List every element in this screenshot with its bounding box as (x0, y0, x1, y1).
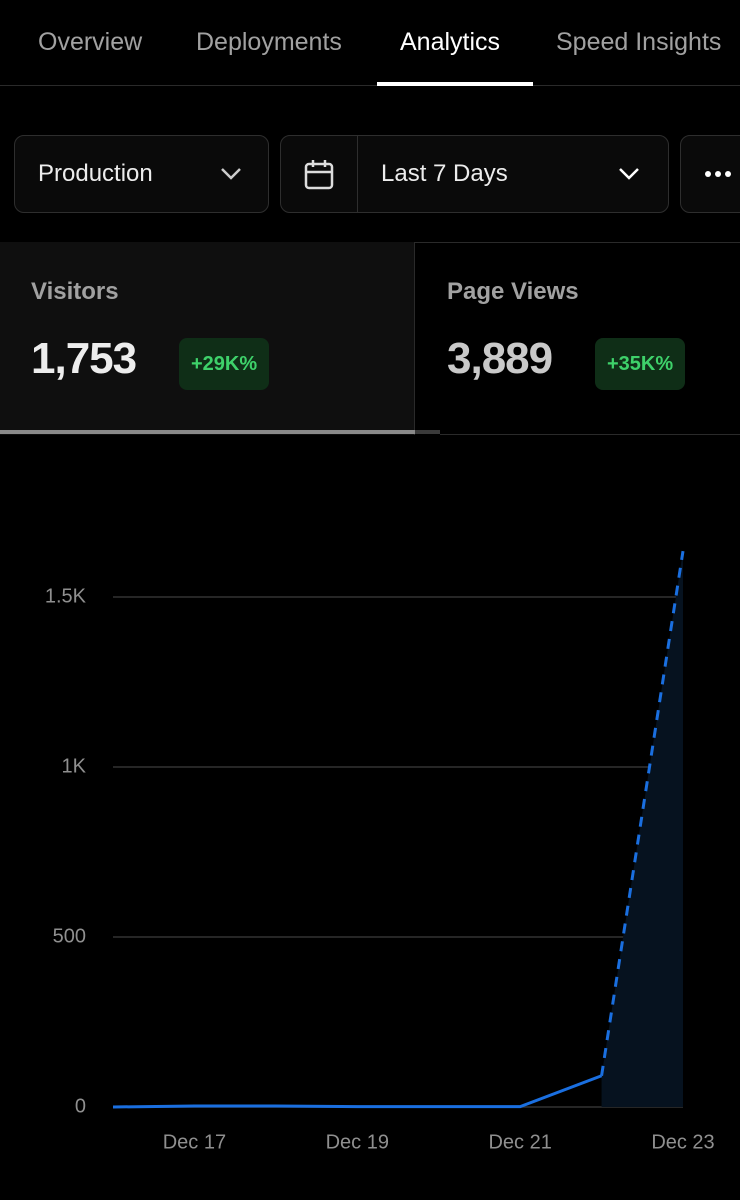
stat-value: 3,889 (447, 334, 553, 383)
stat-card[interactable]: Visitors 1,753 +29K% (0, 242, 415, 435)
tab-indicator (377, 82, 533, 86)
stat-label: Visitors (31, 278, 119, 305)
active-indicator (415, 430, 440, 434)
tab[interactable]: Overview (38, 28, 143, 56)
more-button[interactable] (680, 135, 740, 213)
tab-bar (0, 0, 740, 86)
area (601, 551, 683, 1107)
dots-icon (705, 171, 731, 177)
y-tick-label: 500 (53, 925, 86, 947)
stat-card[interactable]: Page Views 3,889 +35K% (416, 242, 740, 435)
x-tick-label: Dec 21 (488, 1131, 551, 1153)
y-tick-label: 0 (75, 1095, 86, 1117)
y-tick-label: 1.5K (45, 585, 87, 607)
line (112, 1074, 603, 1109)
x-tick-label: Dec 17 (163, 1131, 226, 1153)
tab[interactable]: Deployments (196, 28, 342, 56)
calendar-icon (304, 160, 334, 190)
x-tick-label: Dec 23 (651, 1131, 714, 1153)
stat-change: +35K% (595, 338, 686, 390)
divider (440, 434, 740, 435)
environment-select[interactable]: Production (14, 135, 269, 213)
stat-label: Page Views (447, 278, 579, 305)
y-tick-label: 1K (62, 755, 87, 777)
chevron-icon (619, 168, 639, 180)
x-tick-label: Dec 19 (326, 1131, 389, 1153)
active-indicator (0, 430, 415, 434)
select-text: Last 7 Days (381, 160, 508, 187)
range-select[interactable]: Last 7 Days (280, 135, 669, 213)
tab[interactable]: Speed Insights (556, 28, 722, 56)
chevron-icon (221, 168, 241, 180)
select-text: Production (38, 160, 153, 187)
tab[interactable]: Analytics (400, 28, 501, 56)
divider (357, 136, 358, 212)
stat-value: 1,753 (31, 334, 137, 383)
stat-change: +29K% (179, 338, 270, 390)
